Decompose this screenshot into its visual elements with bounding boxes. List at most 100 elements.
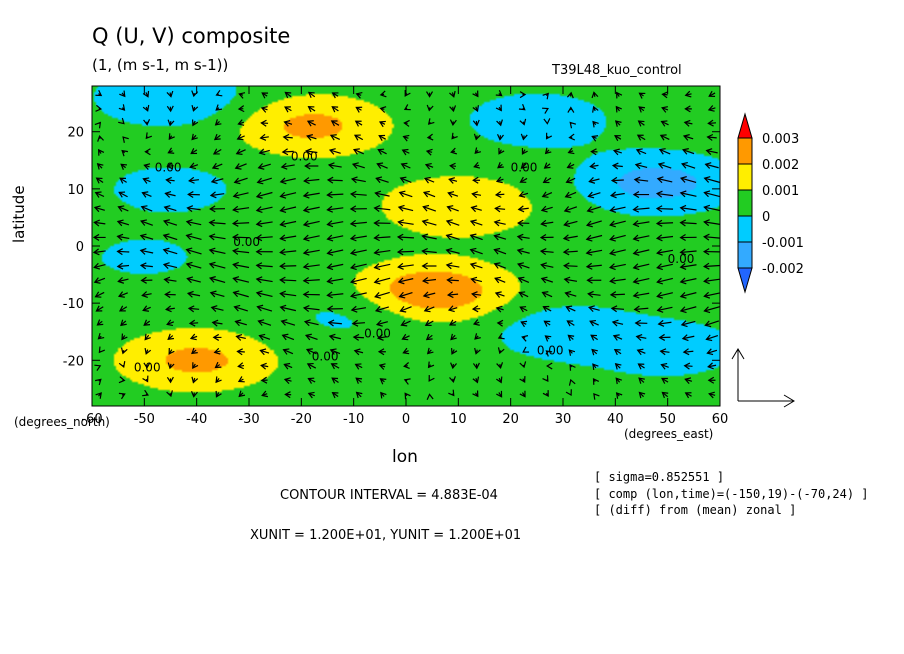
vector-arrow-head	[612, 148, 620, 156]
vector-arrow-head	[421, 233, 429, 241]
vector-arrow	[374, 277, 391, 283]
vector-arrow	[237, 135, 245, 140]
vector-arrow-head	[703, 219, 710, 227]
vector-arrow-head	[209, 205, 216, 213]
vector-arrow-head	[349, 248, 357, 256]
vector-arrow	[354, 134, 364, 141]
vector-units: XUNIT = 1.200E+01, YUNIT = 1.200E+01	[250, 528, 522, 543]
vector-arrow-head	[116, 262, 124, 270]
vector-arrow-head	[659, 134, 667, 141]
vector-arrow	[328, 321, 342, 325]
vector-arrow-head	[119, 177, 127, 184]
vector-arrow	[708, 364, 717, 368]
vector-arrow-head	[609, 291, 617, 299]
vector-arrow	[657, 178, 673, 183]
vector-arrow-head	[516, 233, 524, 241]
vector-arrow	[330, 134, 341, 141]
vector-arrow	[401, 163, 411, 169]
vector-arrow	[327, 207, 344, 211]
vector-arrow	[166, 307, 175, 311]
vector-arrow-head	[142, 104, 150, 112]
vector-arrow-head	[186, 290, 194, 298]
vector-arrow-head	[472, 90, 479, 98]
vector-arrow-head	[260, 106, 268, 113]
vector-arrow	[280, 178, 296, 183]
vector-arrow-head	[255, 192, 263, 199]
vector-arrow-head	[141, 191, 149, 198]
vector-arrow-head	[519, 361, 527, 369]
vector-arrow	[448, 192, 459, 197]
vector-arrow-head	[657, 162, 665, 169]
vector-arrow-head	[376, 333, 384, 341]
vector-arrow	[233, 192, 249, 197]
vector-arrow-head	[283, 377, 291, 385]
vector-arrow-head	[632, 205, 640, 213]
vector-arrow	[236, 335, 246, 340]
vector-arrow	[327, 263, 344, 269]
vector-arrow-head	[517, 219, 524, 227]
vector-arrow-head	[351, 162, 359, 169]
vector-arrow-head	[255, 234, 263, 242]
vector-arrow-head	[260, 376, 268, 384]
vector-arrow-head	[306, 134, 314, 141]
vector-arrow-head	[679, 306, 687, 314]
vector-arrow-head	[471, 305, 479, 313]
vector-arrow	[212, 163, 223, 169]
vector-arrow	[472, 293, 482, 296]
vector-arrow	[610, 249, 626, 255]
vector-arrow-head	[212, 148, 220, 155]
vector-arrow	[704, 236, 720, 239]
vector-arrow-head	[450, 333, 457, 341]
vector-arrow-head	[140, 219, 147, 226]
vector-arrow-head	[352, 333, 360, 341]
vector-arrow-head	[187, 191, 194, 199]
vector-arrow-head	[165, 176, 172, 184]
vector-arrow-head	[141, 291, 148, 299]
x-tick-label: -60	[81, 412, 102, 427]
vector-arrow	[423, 278, 437, 282]
vector-arrow-head	[261, 92, 269, 99]
vector-arrow-head	[255, 206, 263, 213]
vector-arrow	[186, 234, 202, 240]
vector-arrow	[518, 207, 529, 211]
vector-arrow-head	[656, 248, 663, 256]
vector-arrow	[610, 220, 626, 226]
vector-arrow	[541, 206, 553, 211]
vector-arrow-head	[706, 133, 714, 141]
vector-arrow-head	[427, 361, 435, 369]
vector-arrow-head	[377, 148, 385, 155]
vector-arrow	[657, 306, 673, 311]
vector-arrow-head	[567, 334, 575, 342]
vector-arrow-head	[493, 262, 501, 269]
vector-arrow-head	[655, 190, 663, 198]
vector-arrow	[233, 222, 250, 225]
vector-arrow-head	[682, 148, 689, 155]
vector-arrow	[327, 293, 344, 297]
vector-arrow	[446, 249, 460, 254]
vector-arrow-head	[658, 333, 666, 341]
vector-arrow-head	[236, 348, 243, 356]
vector-arrow-head	[97, 332, 105, 340]
vector-arrow	[586, 234, 603, 240]
vector-arrow-head	[95, 104, 103, 112]
vector-arrow-head	[379, 106, 387, 113]
vector-arrow	[397, 250, 415, 253]
vector-arrow-head	[637, 363, 645, 370]
vector-arrow-head	[397, 262, 404, 270]
vector-arrow-head	[119, 90, 126, 98]
vector-arrow	[398, 236, 414, 239]
vector-arrow	[280, 192, 297, 198]
vector-arrow-head	[373, 204, 381, 212]
vector-arrow-head	[302, 220, 310, 228]
vector-arrow-head	[448, 177, 455, 184]
vector-arrow	[680, 264, 697, 268]
vector-arrow	[355, 363, 363, 369]
vector-arrow-head	[145, 132, 153, 140]
vector-arrow-head	[215, 104, 223, 111]
vector-arrow-head	[591, 348, 598, 356]
vector-arrow	[350, 292, 367, 297]
vector-arrow	[303, 192, 320, 197]
vector-arrow-head	[373, 219, 380, 227]
vector-arrow-head	[660, 120, 668, 127]
vector-arrow-head	[566, 91, 574, 99]
